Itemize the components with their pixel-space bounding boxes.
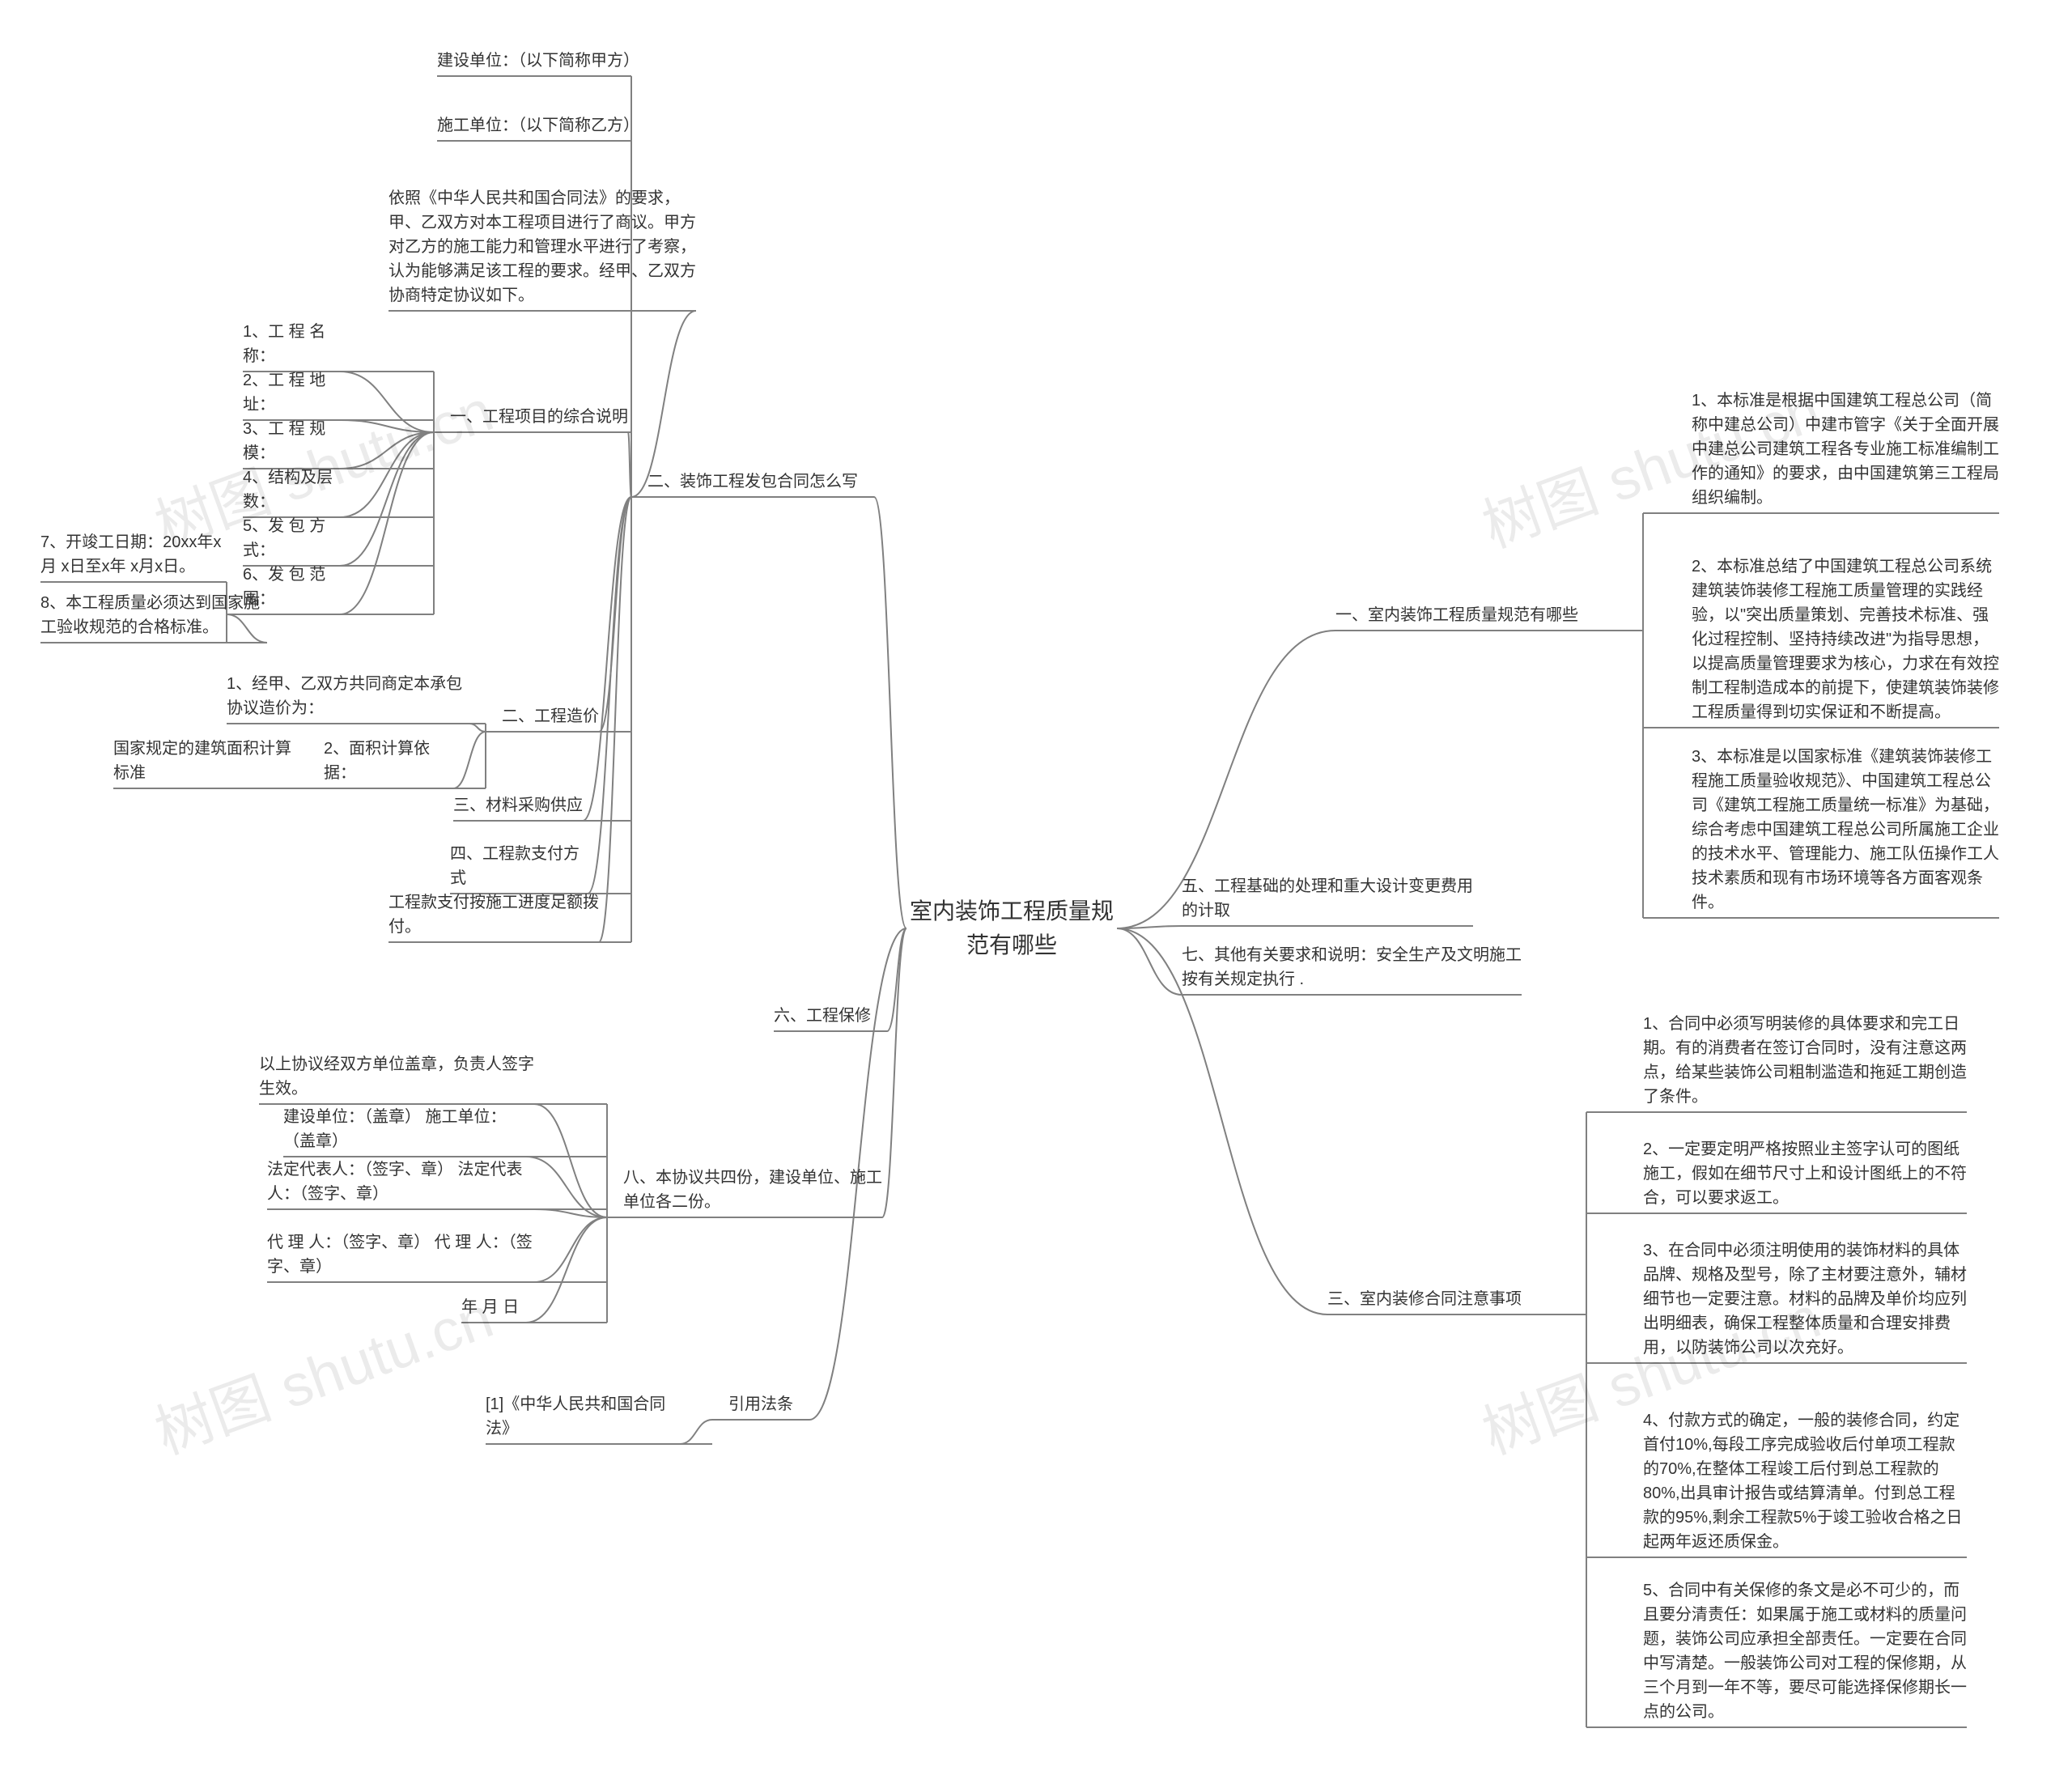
node-l-0-7: 工程款支付按施工进度足额拨付。 bbox=[388, 890, 599, 939]
node-l-0-3-0: 1、工 程 名称： bbox=[243, 320, 340, 368]
node-l-0-5: 三、材料采购供应 bbox=[453, 793, 583, 818]
node-l-0-3-3: 4、结构及层数： bbox=[243, 465, 340, 514]
node-l-2-4: 年 月 日 bbox=[461, 1295, 526, 1319]
node-l-1: 六、工程保修 bbox=[774, 1004, 887, 1028]
node-l-2-1: 建设单位：（盖章） 施工单位：（盖章） bbox=[283, 1105, 526, 1153]
node-l-0-4-1-0: 国家规定的建筑面积计算标准 bbox=[113, 737, 291, 785]
node-r-0-0: 一、室内装饰工程质量规范有哪些 bbox=[1335, 603, 1627, 627]
node-l-2: 八、本协议共四份，建设单位、施工单位各二份。 bbox=[623, 1166, 882, 1214]
node-l-3-0: [1]《中华人民共和国合同法》 bbox=[486, 1392, 680, 1441]
node-r-0-3-1: 2、一定要定明严格按照业主签字认可的图纸施工，假如在细节尺寸上和设计图纸上的不符… bbox=[1643, 1137, 1967, 1210]
node-l-0-4-1: 2、面积计算依据： bbox=[324, 737, 453, 785]
node-l-2-3: 代 理 人：（签字、章） 代 理 人：（签字、章） bbox=[267, 1230, 534, 1279]
node-r-0-3-2: 3、在合同中必须注明使用的装饰材料的具体品牌、规格及型号，除了主材要注意外，辅材… bbox=[1643, 1238, 1967, 1360]
node-r-0-0-0: 1、本标准是根据中国建筑工程总公司（简称中建总公司）中建市管字《关于全面开展中建… bbox=[1692, 389, 1999, 510]
node-r-0-3: 三、室内装修合同注意事项 bbox=[1327, 1287, 1570, 1311]
node-l-3: 引用法条 bbox=[728, 1392, 809, 1416]
node-r-0-3-0: 1、合同中必须写明装修的具体要求和完工日期。有的消费者在签订合同时，没有注意这两… bbox=[1643, 1012, 1967, 1109]
node-r-0-0-1: 2、本标准总结了中国建筑工程总公司系统建筑装饰装修工程施工质量管理的实践经验，以… bbox=[1692, 554, 1999, 724]
node-l-0: 二、装饰工程发包合同怎么写 bbox=[648, 469, 874, 494]
node-r-0-3-4: 5、合同中有关保修的条文是必不可少的，而且要分清责任：如果属于施工或材料的质量问… bbox=[1643, 1578, 1967, 1724]
root-node: 室内装饰工程质量规范有哪些 bbox=[906, 894, 1117, 962]
node-l-2-0: 以上协议经双方单位盖章，负责人签字生效。 bbox=[259, 1052, 534, 1101]
node-l-0-3-1: 2、工 程 地址： bbox=[243, 368, 340, 417]
node-r-0-2: 七、其他有关要求和说明：安全生产及文明施工按有关规定执行 . bbox=[1182, 943, 1522, 992]
watermark: 树图 shutu.cn bbox=[142, 1270, 503, 1471]
node-l-0-3-5-1: 8、本工程质量必须达到国家施工验收规范的合格标准。 bbox=[40, 591, 267, 639]
node-l-0-1: 施工单位：（以下简称乙方） bbox=[437, 113, 631, 138]
node-r-0-0-2: 3、本标准是以国家标准《建筑装饰装修工程施工质量验收规范》、中国建筑工程总公司《… bbox=[1692, 745, 1999, 915]
node-r-0-3-3: 4、付款方式的确定，一般的装修合同，约定首付10%,每段工序完成验收后付单项工程… bbox=[1643, 1408, 1967, 1554]
node-l-0-3: 一、工程项目的综合说明 bbox=[450, 405, 628, 429]
node-l-0-2: 依照《中华人民共和国合同法》的要求，甲、乙双方对本工程项目进行了商议。甲方对乙方… bbox=[388, 186, 696, 308]
node-l-0-6: 四、工程款支付方式 bbox=[450, 842, 588, 890]
node-l-0-3-2: 3、工 程 规模： bbox=[243, 417, 340, 465]
node-l-2-2: 法定代表人：（签字、章） 法定代表人：（签字、章） bbox=[267, 1157, 534, 1206]
node-l-0-3-4: 5、发 包 方式： bbox=[243, 514, 340, 563]
node-l-0-0: 建设单位：（以下简称甲方） bbox=[437, 49, 631, 73]
node-l-0-3-5-0: 7、开竣工日期：20xx年x月 x日至x年 x月x日。 bbox=[40, 530, 227, 579]
node-r-0-1: 五、工程基础的处理和重大设计变更费用的计取 bbox=[1182, 874, 1473, 923]
node-l-0-4: 二、工程造价 bbox=[502, 704, 599, 728]
node-l-0-4-0: 1、经甲、乙双方共同商定本承包协议造价为： bbox=[227, 672, 469, 720]
